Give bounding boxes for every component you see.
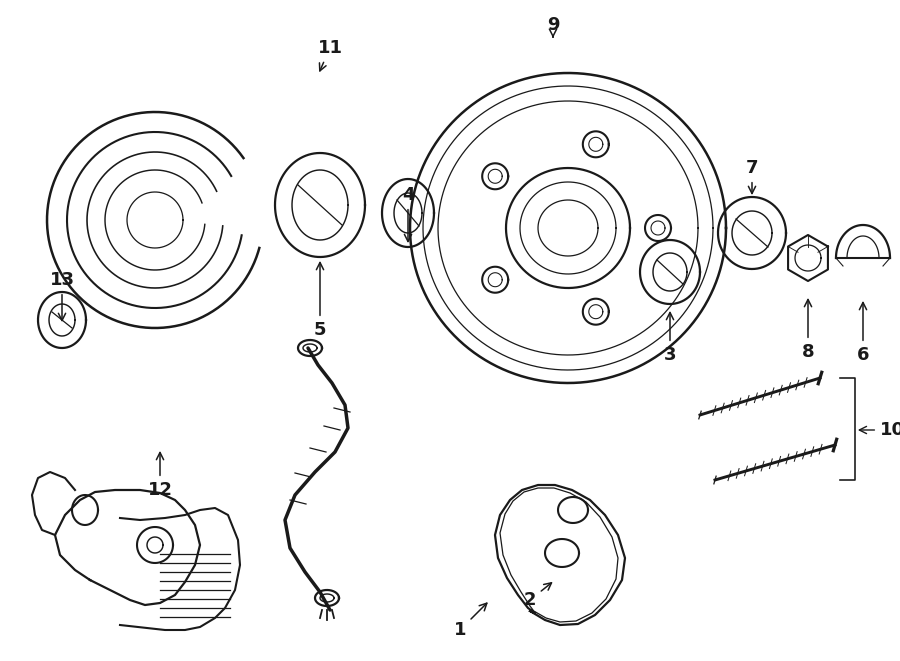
Text: 11: 11 (318, 39, 343, 71)
Text: 1: 1 (454, 603, 487, 639)
Text: 12: 12 (148, 453, 173, 499)
Text: 13: 13 (50, 271, 75, 321)
Text: 6: 6 (857, 303, 869, 364)
Text: 9: 9 (547, 16, 559, 37)
Text: 7: 7 (746, 159, 758, 194)
Text: 3: 3 (664, 313, 676, 364)
Text: 8: 8 (802, 299, 814, 361)
Text: 2: 2 (524, 583, 552, 609)
Text: 5: 5 (314, 262, 326, 339)
Text: 4: 4 (401, 186, 414, 241)
Text: 10: 10 (860, 421, 900, 439)
